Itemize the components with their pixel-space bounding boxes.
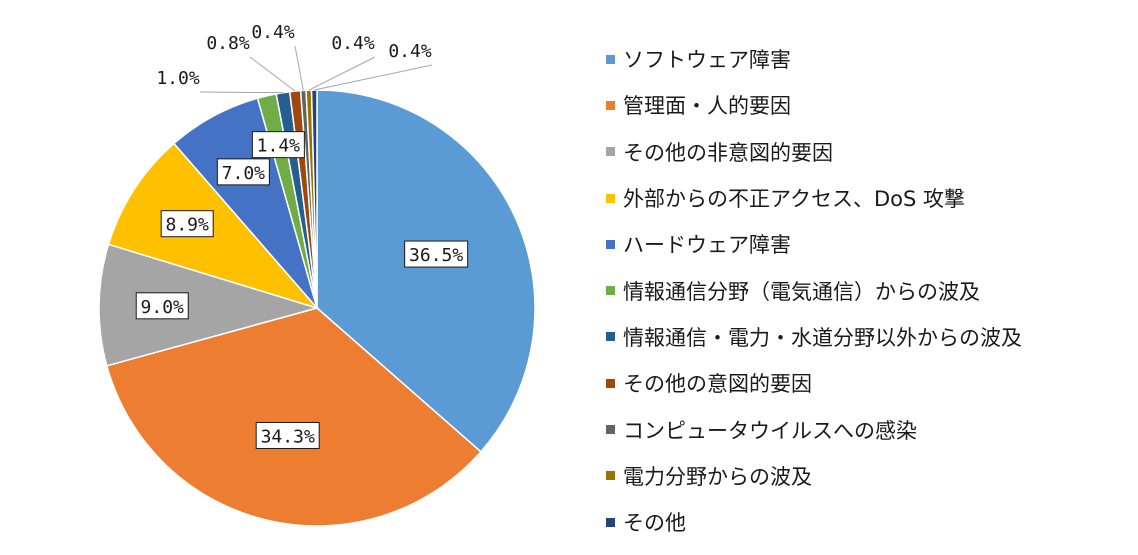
legend-label-2: その他の非意図的要因 [623, 140, 833, 165]
pie-slice-0 [316, 89, 536, 453]
data-label-9: 0.4% [331, 33, 375, 54]
legend-swatch-7 [606, 378, 615, 388]
data-label-box-3 [160, 210, 214, 238]
data-label-5: 1.4% [257, 136, 301, 157]
legend-label-0: ソフトウェア障害 [623, 48, 791, 73]
data-label-10: 0.4% [388, 41, 432, 62]
legend-label-5: 情報通信分野（電気通信）からの波及 [623, 279, 980, 304]
legend-swatch-1 [606, 100, 615, 110]
legend-item-10: その他 [606, 499, 1022, 545]
legend-swatch-4 [606, 239, 615, 249]
legend-swatch-10 [606, 517, 615, 527]
data-label-box-2 [135, 292, 189, 320]
legend-item-5: 情報通信分野（電気通信）からの波及 [606, 267, 1022, 313]
legend-swatch-9 [606, 471, 615, 481]
leader-line-10 [314, 64, 433, 91]
data-label-box-0 [404, 240, 469, 268]
data-label-1: 34.3% [261, 426, 315, 447]
legend-item-9: 電力分野からの波及 [606, 453, 1022, 499]
legend-item-1: 管理面・人的要因 [606, 82, 1022, 128]
leader-line-7 [249, 56, 296, 92]
legend-swatch-6 [606, 332, 615, 342]
data-label-box-5 [251, 131, 305, 159]
data-label-2: 9.0% [141, 297, 185, 318]
legend-item-6: 情報通信・電力・水道分野以外からの波及 [606, 314, 1022, 360]
legend-label-4: ハードウェア障害 [623, 233, 791, 258]
legend-swatch-5 [606, 286, 615, 296]
data-label-8: 0.4% [251, 22, 295, 43]
legend-label-1: 管理面・人的要因 [623, 94, 791, 119]
legend-item-8: コンピュータウイルスへの感染 [606, 406, 1022, 452]
legend-label-10: その他 [623, 511, 686, 536]
data-label-box-4 [216, 158, 270, 186]
legend-item-4: ハードウェア障害 [606, 221, 1022, 267]
data-label-6: 1.0% [156, 68, 200, 89]
legend-swatch-3 [606, 193, 615, 203]
data-label-7: 0.8% [206, 33, 250, 54]
leader-line-8 [294, 45, 304, 91]
legend-label-8: コンピュータウイルスへの感染 [623, 418, 917, 443]
pie-slice-10 [310, 89, 318, 309]
chart-legend: ソフトウェア障害 管理面・人的要因その他の非意図的要因外部からの不正アクセス、Do… [606, 36, 1022, 545]
legend-label-9: 電力分野からの波及 [623, 464, 812, 489]
legend-label-3: 外部からの不正アクセス、DoS 攻撃 [623, 187, 965, 212]
legend-swatch-0 [606, 54, 615, 64]
legend-item-0: ソフトウェア障害 [606, 36, 1022, 82]
pie-chart: 36.5%34.3%9.0%8.9%7.0%1.4%1.0%0.8%0.4%0.… [98, 22, 536, 527]
legend-item-7: その他の意図的要因 [606, 360, 1022, 406]
pie-slice-2 [98, 243, 320, 367]
legend-item-3: 外部からの不正アクセス、DoS 攻撃 [606, 175, 1022, 221]
legend-label-7: その他の意図的要因 [623, 372, 812, 397]
leader-line-6 [199, 91, 283, 94]
legend-swatch-8 [606, 425, 615, 435]
leader-line-9 [308, 56, 376, 91]
legend-item-2: その他の非意図的要因 [606, 129, 1022, 175]
data-label-4: 7.0% [222, 163, 266, 184]
data-label-box-1 [255, 421, 320, 449]
data-label-0: 36.5% [409, 245, 463, 266]
legend-label-6: 情報通信・電力・水道分野以外からの波及 [623, 325, 1022, 350]
data-label-3: 8.9% [166, 215, 210, 236]
legend-swatch-2 [606, 147, 615, 157]
pie-slice-1 [105, 307, 482, 527]
